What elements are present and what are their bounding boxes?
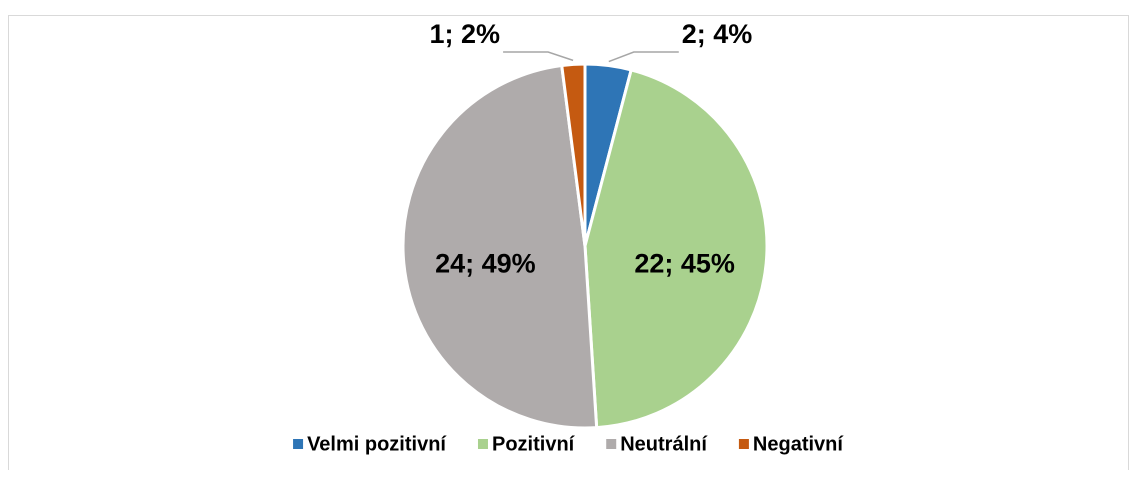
legend-swatch (738, 439, 749, 449)
legend-label: Velmi pozitivní (307, 433, 447, 455)
data-label: 22; 45% (634, 249, 735, 279)
leader-line (608, 51, 679, 63)
pie-slice (401, 63, 599, 430)
data-label: 1; 2% (430, 19, 501, 49)
data-label: 2; 4% (682, 19, 753, 49)
legend-swatch (293, 439, 304, 449)
legend-label: Negativní (753, 433, 844, 455)
data-label: 24; 49% (435, 249, 536, 279)
legend-label: Neutrální (620, 433, 708, 455)
legend-swatch (477, 439, 488, 449)
chart-frame (8, 15, 1129, 470)
legend-swatch (606, 439, 617, 449)
leader-line (503, 51, 574, 62)
legend-label: Pozitivní (492, 433, 576, 455)
pie-slice (583, 68, 769, 430)
pie-slice (560, 62, 587, 247)
